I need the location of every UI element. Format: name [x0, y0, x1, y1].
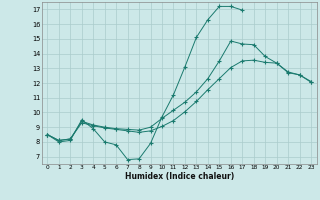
- X-axis label: Humidex (Indice chaleur): Humidex (Indice chaleur): [124, 172, 234, 181]
